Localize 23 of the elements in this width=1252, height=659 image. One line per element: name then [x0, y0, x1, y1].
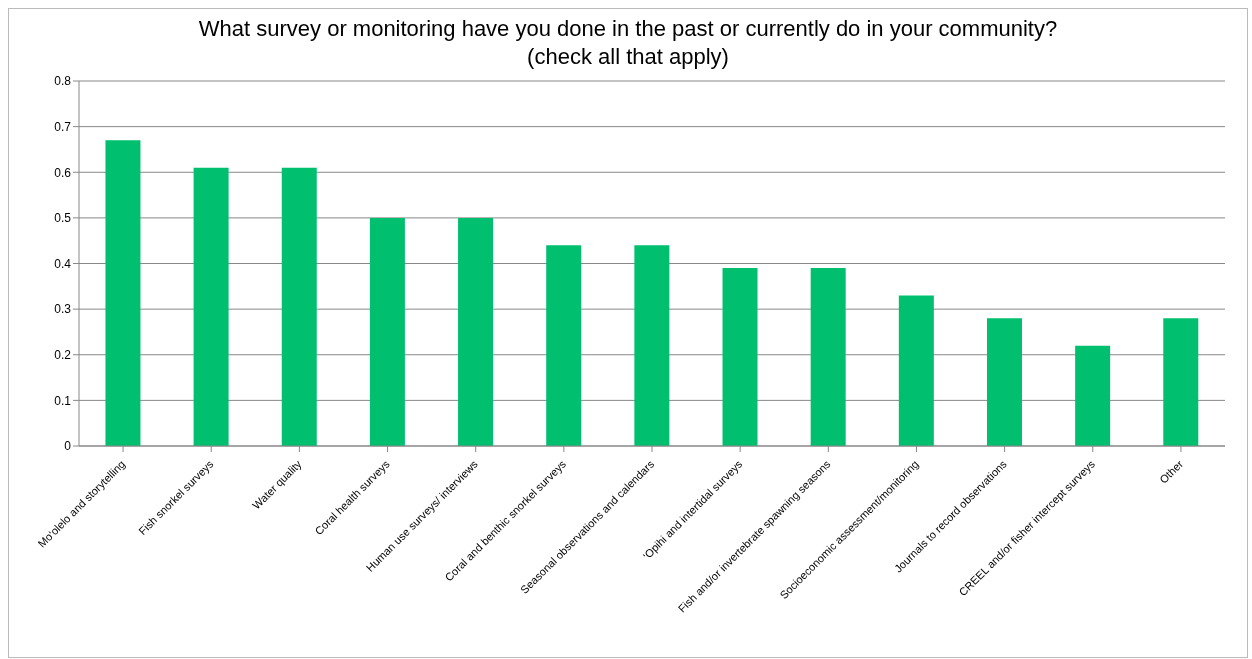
bar	[898, 295, 934, 446]
bar	[634, 245, 670, 446]
y-tick-label: 0.7	[54, 119, 72, 134]
bar	[1163, 318, 1199, 446]
y-tick-label: 0	[64, 439, 72, 454]
bar	[986, 318, 1022, 446]
y-tick-label: 0.1	[54, 393, 72, 408]
y-tick-label: 0.4	[54, 256, 72, 271]
bar	[281, 167, 317, 446]
bar	[105, 140, 141, 446]
y-tick-label: 0.5	[54, 211, 72, 226]
y-tick-label: 0.2	[54, 348, 72, 363]
bar	[458, 217, 494, 446]
bar	[1075, 345, 1111, 446]
y-tick-label: 0.8	[54, 74, 72, 89]
bar	[193, 167, 229, 446]
bar	[722, 268, 758, 446]
bar	[546, 245, 582, 446]
bar	[810, 268, 846, 446]
y-tick-label: 0.6	[54, 165, 72, 180]
y-tick-label: 0.3	[54, 302, 72, 317]
chart-title: What survey or monitoring have you done in the past or currently do in your community? (check all that apply)	[197, 15, 1059, 71]
bar	[369, 217, 405, 446]
